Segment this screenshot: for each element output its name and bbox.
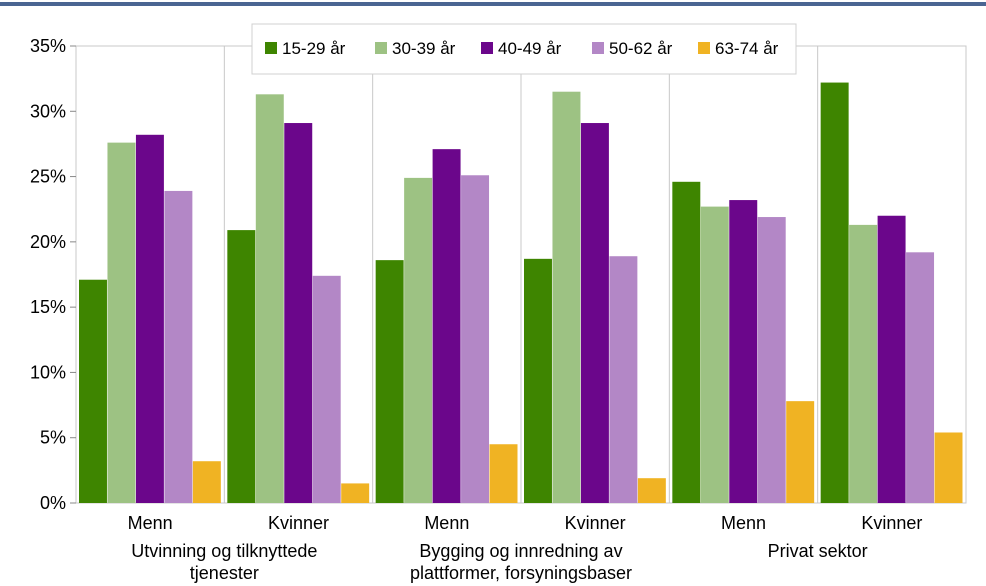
group-label: Privat sektor: [768, 541, 868, 561]
bar: [637, 478, 666, 503]
bar: [341, 483, 370, 503]
bar: [757, 217, 786, 503]
bar: [432, 149, 461, 503]
group-label: Bygging og innredning av: [419, 541, 622, 561]
bar: [877, 215, 906, 503]
legend-entry: 30-39 år: [392, 39, 456, 58]
y-tick-label: 25%: [30, 167, 66, 187]
bar: [729, 200, 758, 503]
bar: [672, 181, 701, 503]
y-tick-label: 35%: [30, 36, 66, 56]
category-label: Kvinner: [268, 513, 329, 533]
bar: [404, 177, 433, 503]
bar: [786, 401, 815, 503]
group-label: Utvinning og tilknyttede: [131, 541, 317, 561]
legend-swatch: [375, 42, 387, 54]
bar: [524, 258, 552, 503]
y-axis-ticks: 0% 5% 10% 15% 20% 25% 30% 35%: [30, 36, 76, 513]
group-label: tjenester: [190, 563, 259, 583]
bar: [461, 175, 490, 503]
bar: [700, 206, 729, 504]
bar: [375, 260, 404, 503]
bar: [164, 190, 193, 504]
bar: [135, 134, 164, 503]
y-tick-label: 5%: [40, 428, 66, 448]
bar: [255, 94, 284, 503]
bar: [906, 252, 935, 503]
bar: [107, 142, 136, 503]
legend-entry: 50-62 år: [609, 39, 673, 58]
y-tick-label: 10%: [30, 362, 66, 382]
category-labels: Menn Kvinner Menn Kvinner Menn Kvinner: [128, 513, 923, 533]
y-tick-label: 15%: [30, 297, 66, 317]
legend-entry: 40-49 år: [498, 39, 562, 58]
category-label: Menn: [721, 513, 766, 533]
legend-entry: 63-74 år: [715, 39, 779, 58]
bar: [312, 275, 341, 503]
bar: [227, 230, 256, 503]
bar: [489, 444, 518, 503]
category-label: Kvinner: [565, 513, 626, 533]
legend: 15-29 år 30-39 år 40-49 år 50-62 år 63-74 år: [251, 23, 797, 75]
bar: [79, 279, 107, 503]
y-tick-label: 20%: [30, 232, 66, 252]
legend-swatch: [481, 42, 493, 54]
category-label: Menn: [128, 513, 173, 533]
bar: [934, 432, 963, 503]
y-tick-label: 0%: [40, 493, 66, 513]
legend-entry: 15-29 år: [282, 39, 346, 58]
legend-swatch: [265, 42, 277, 54]
y-tick-label: 30%: [30, 101, 66, 121]
bar: [580, 123, 609, 503]
bar: [849, 224, 878, 503]
bars: [79, 82, 963, 504]
category-label: Kvinner: [861, 513, 922, 533]
bar: [192, 461, 221, 503]
bar: [820, 82, 849, 503]
legend-swatch: [592, 42, 604, 54]
bar: [609, 256, 638, 503]
bar: [552, 91, 581, 503]
category-label: Menn: [424, 513, 469, 533]
bar: [284, 123, 313, 503]
group-label: plattformer, forsyningsbaser: [410, 563, 632, 583]
legend-swatch: [698, 42, 710, 54]
